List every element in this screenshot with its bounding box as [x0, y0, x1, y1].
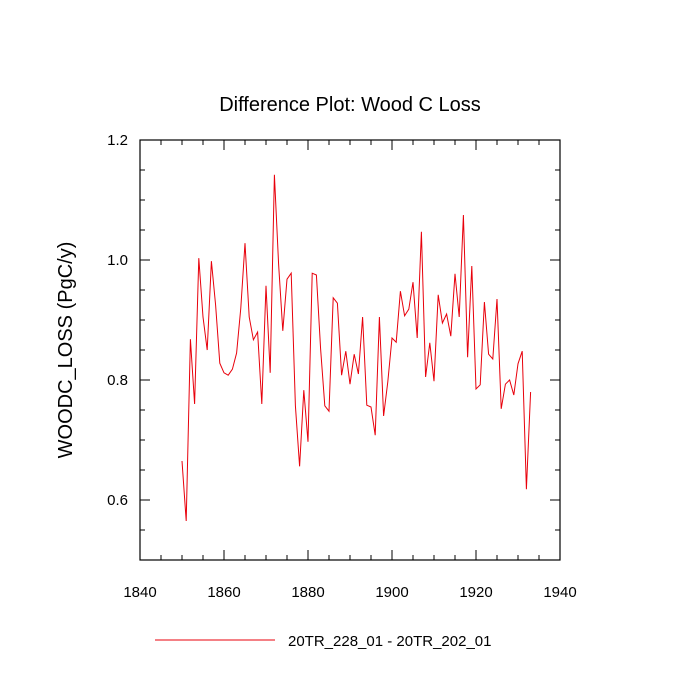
series-line	[181, 174, 532, 522]
legend: 20TR_228_01 - 20TR_202_01	[155, 633, 491, 650]
y-tick-label: 1.2	[107, 132, 128, 149]
x-tick-label: 1880	[291, 584, 324, 601]
y-axis-label: WOODC_LOSS (PgC/y)	[55, 242, 77, 459]
y-axis: 0.6 0.8 1.0 1.2	[107, 132, 560, 561]
x-tick-label: 1840	[123, 584, 156, 601]
y-tick-label: 0.8	[107, 372, 128, 389]
x-tick-label: 1900	[375, 584, 408, 601]
y-tick-label: 1.0	[107, 252, 128, 269]
series-layer	[181, 174, 532, 522]
legend-label: 20TR_228_01 - 20TR_202_01	[288, 633, 491, 650]
x-axis: 1840 1860 1880 1900 1920 1940	[123, 140, 577, 601]
plot-border	[139, 139, 561, 561]
x-tick-label: 1920	[459, 584, 492, 601]
x-tick-label: 1940	[543, 584, 576, 601]
plot-frame	[139, 139, 561, 561]
chart-title: Difference Plot: Wood C Loss	[219, 94, 481, 116]
x-tick-label: 1860	[207, 584, 240, 601]
y-tick-label: 0.6	[107, 492, 128, 509]
